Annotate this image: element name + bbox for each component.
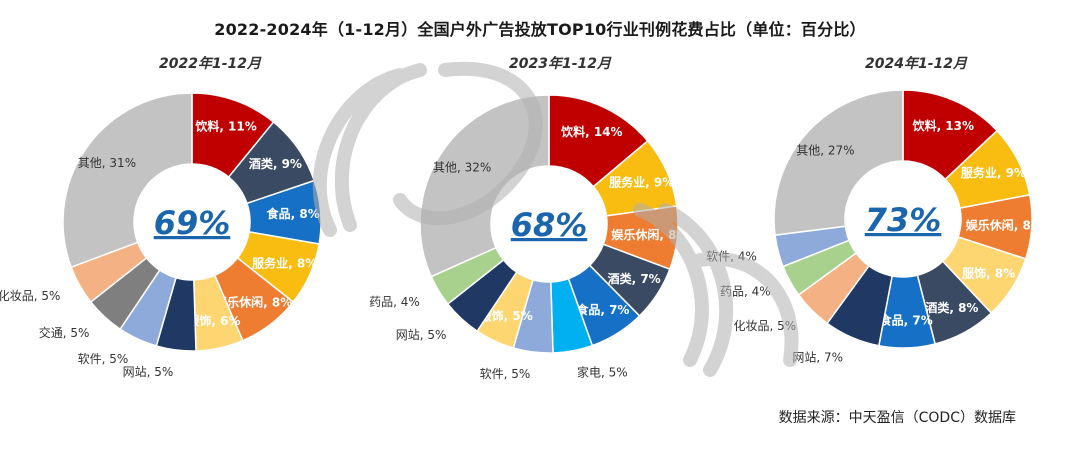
slice-label: 服务业, 9% [609,175,674,190]
chart-subtitle: 2024年1-12月 [865,55,968,72]
slice-label: 娱乐休闲, 8% [215,295,292,310]
slice-label: 其他, 31% [78,156,136,170]
slice-label: 软件, 5% [480,367,531,381]
slice-label: 饮料, 13% [912,118,974,133]
donut-slice [62,92,193,269]
slice-label: 食品, 7% [575,302,629,317]
donut-slice [773,89,904,237]
slice-label: 其他, 27% [796,144,854,158]
slice-label: 食品, 8% [266,206,320,221]
slice-label: 药品, 4% [720,285,771,299]
slice-label: 网站, 7% [792,351,843,365]
slice-label: 食品, 7% [879,312,933,327]
slice-label: 服务业, 9% [961,165,1026,180]
slice-label: 软件, 5% [78,352,129,366]
slice-label: 软件, 4% [706,250,757,264]
center-total-value: 73% [865,201,942,239]
slice-label: 化妆品, 5% [734,319,797,333]
slice-label: 娱乐休闲, 8% [611,227,688,242]
center-total-value: 69% [154,204,231,242]
slice-label: 网站, 5% [123,365,174,379]
slice-label: 服务业, 8% [252,255,317,270]
slice-label: 药品, 4% [369,295,420,309]
slice-label: 服饰, 8% [962,265,1015,280]
donut-slice [419,94,550,278]
slice-label: 服饰, 5% [480,308,533,323]
slice-label: 饮料, 14% [560,124,622,139]
slice-label: 其他, 32% [433,161,491,175]
chart-subtitle: 2022年1-12月 [159,55,262,72]
slice-label: 服饰, 6% [187,313,240,328]
slice-label: 酒类, 8% [925,300,978,315]
slice-label: 酒类, 9% [249,156,302,171]
center-total-value: 68% [511,206,588,244]
data-source-note: 数据来源：中天盈信（CODC）数据库 [778,410,1016,426]
slice-label: 娱乐休闲, 8% [966,217,1043,232]
chart-main-title: 2022-2024年（1-12月）全国户外广告投放TOP10行业刊例花费占比（单… [214,20,866,39]
slice-label: 网站, 5% [396,328,447,342]
chart-subtitle: 2023年1-12月 [509,55,612,72]
slice-label: 家电, 5% [577,364,628,379]
slice-label: 化妆品, 5% [0,289,60,303]
slice-label: 饮料, 11% [194,118,256,133]
slice-label: 交通, 5% [39,325,90,340]
slice-label: 酒类, 7% [608,271,661,286]
